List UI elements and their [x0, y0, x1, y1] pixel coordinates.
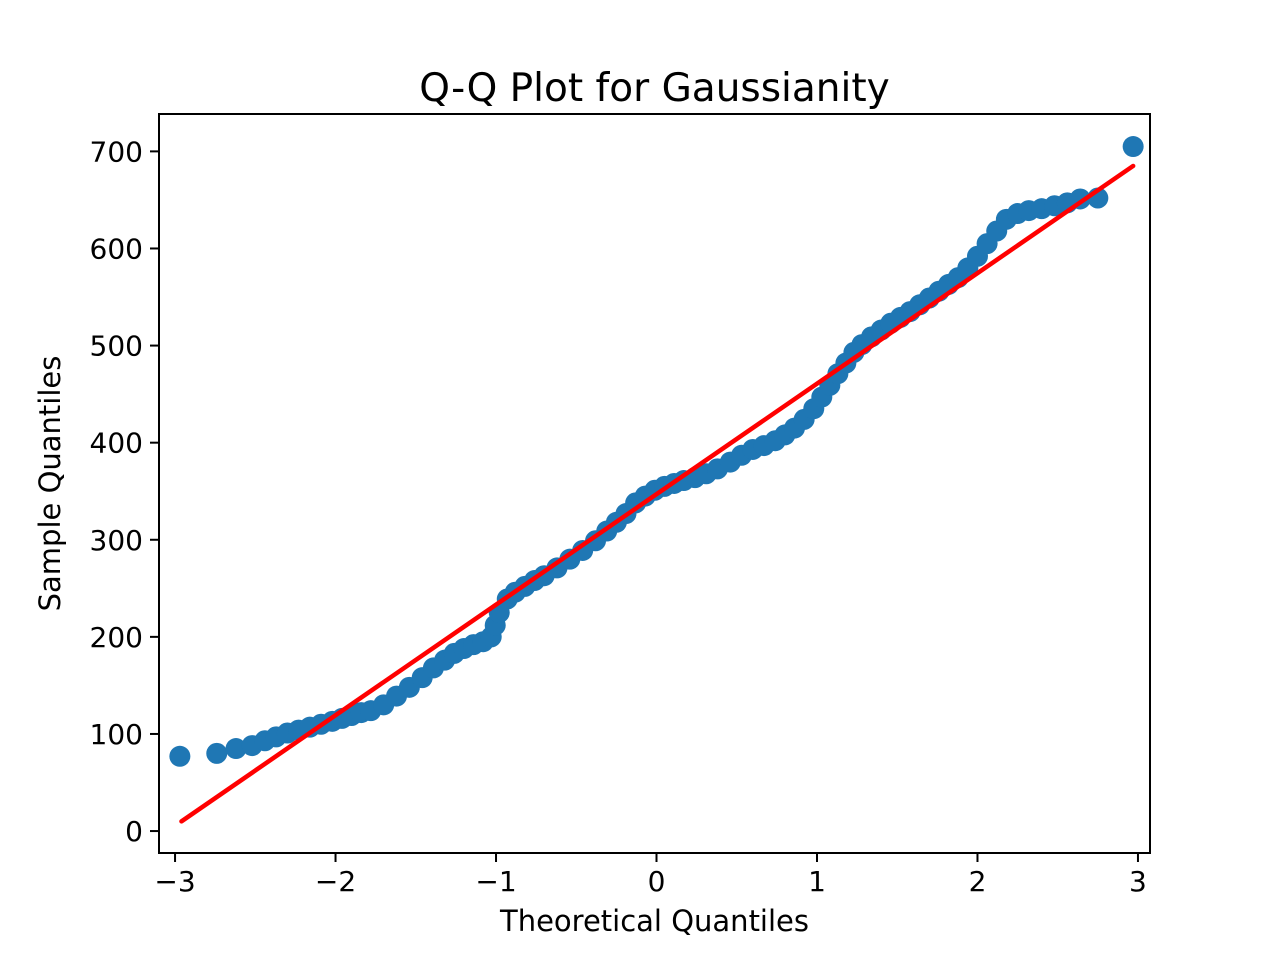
data-point	[1122, 136, 1144, 158]
x-tick-label: 3	[1129, 865, 1147, 898]
x-tick-label: 2	[969, 865, 987, 898]
data-point	[206, 742, 228, 764]
fit-line	[179, 163, 1136, 824]
y-tick-label: 700	[90, 135, 143, 168]
y-axis-ticks: 0 100 200 300 400 500 600 700	[90, 135, 159, 848]
y-tick-label: 500	[90, 330, 143, 363]
y-tick-label: 400	[90, 427, 143, 460]
y-tick-label: 100	[90, 718, 143, 751]
x-tick-label: 1	[808, 865, 826, 898]
y-tick-label: 300	[90, 524, 143, 557]
data-point	[225, 738, 247, 760]
fit-line-series	[179, 163, 1136, 824]
chart-title: Q-Q Plot for Gaussianity	[419, 66, 889, 111]
data-point	[169, 745, 191, 767]
x-tick-label: −3	[154, 865, 195, 898]
x-axis-ticks: −3 −2 −1 0 1 2 3	[154, 853, 1147, 898]
x-tick-label: 0	[648, 865, 666, 898]
x-axis-label: Theoretical Quantiles	[499, 904, 809, 938]
y-axis-label: Sample Quantiles	[33, 356, 67, 612]
x-tick-label: −2	[315, 865, 356, 898]
axes-frame	[158, 113, 1151, 854]
y-tick-label: 600	[90, 232, 143, 265]
y-tick-label: 200	[90, 621, 143, 654]
x-tick-label: −1	[475, 865, 516, 898]
scatter-series	[169, 136, 1144, 767]
y-tick-label: 0	[125, 815, 143, 848]
